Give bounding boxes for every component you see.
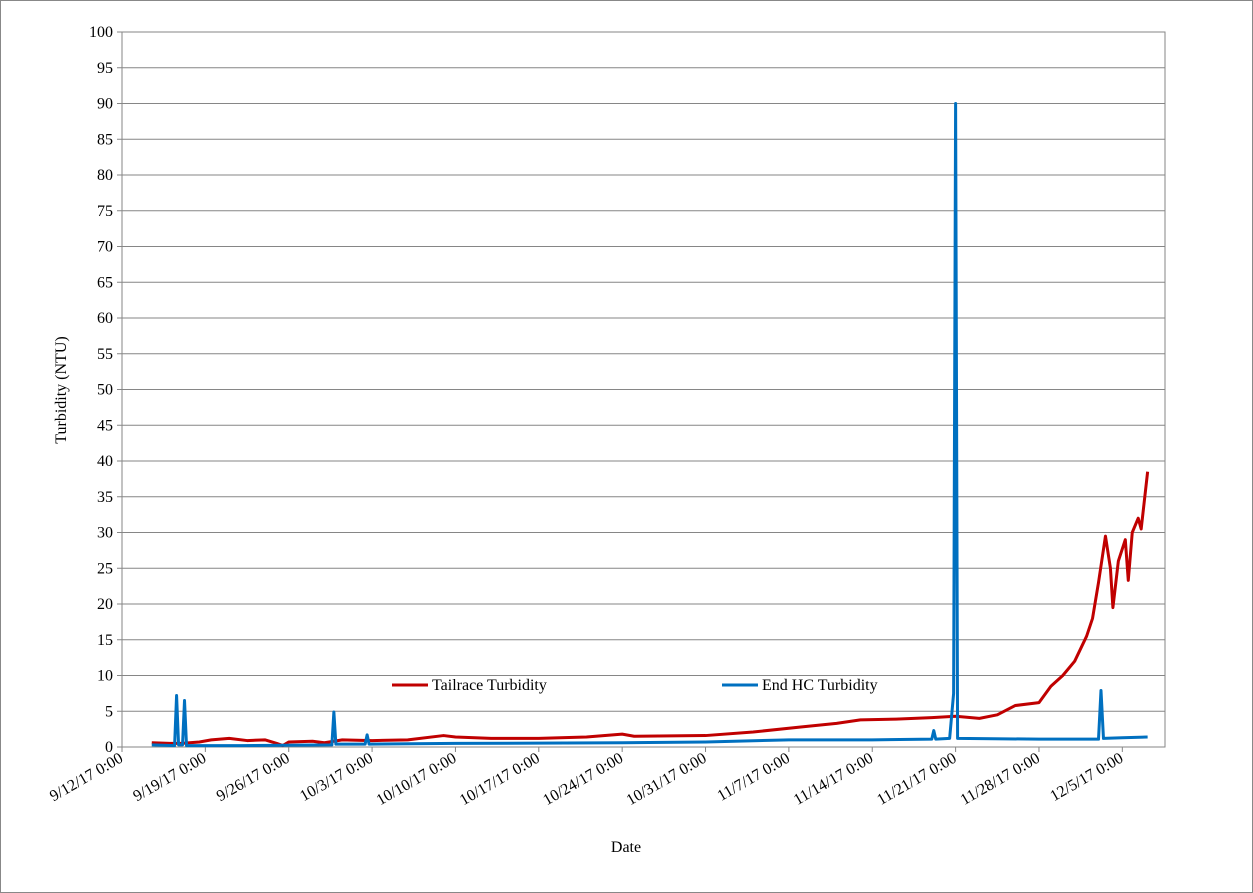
y-tick-label: 0 <box>105 739 113 756</box>
y-axis-label: Turbidity (NTU) <box>53 336 70 443</box>
y-tick-label: 60 <box>97 310 113 327</box>
y-tick-label: 65 <box>97 274 113 291</box>
y-tick-label: 90 <box>97 96 113 113</box>
y-tick-label: 50 <box>97 382 113 399</box>
y-tick-label: 75 <box>97 203 113 220</box>
y-tick-label: 10 <box>97 668 113 685</box>
series-line <box>151 102 1148 748</box>
y-tick-label: 20 <box>97 596 113 613</box>
y-tick-label: 80 <box>97 167 113 184</box>
y-tick-label: 55 <box>97 346 113 363</box>
y-tick-label: 25 <box>97 560 113 577</box>
y-tick-label: 15 <box>97 632 113 649</box>
legend-label: Tailrace Turbidity <box>432 677 547 694</box>
x-axis-label: Date <box>611 839 641 856</box>
y-tick-label: 95 <box>97 60 113 77</box>
y-tick-label: 100 <box>89 24 113 41</box>
y-tick-label: 30 <box>97 525 113 542</box>
y-tick-label: 5 <box>105 703 113 720</box>
y-tick-label: 45 <box>97 417 113 434</box>
y-tick-label: 70 <box>97 239 113 256</box>
legend-label: End HC Turbidity <box>762 677 878 694</box>
y-tick-label: 35 <box>97 489 113 506</box>
y-tick-label: 40 <box>97 453 113 470</box>
plot-area <box>121 31 1166 748</box>
y-tick-label: 85 <box>97 131 113 148</box>
